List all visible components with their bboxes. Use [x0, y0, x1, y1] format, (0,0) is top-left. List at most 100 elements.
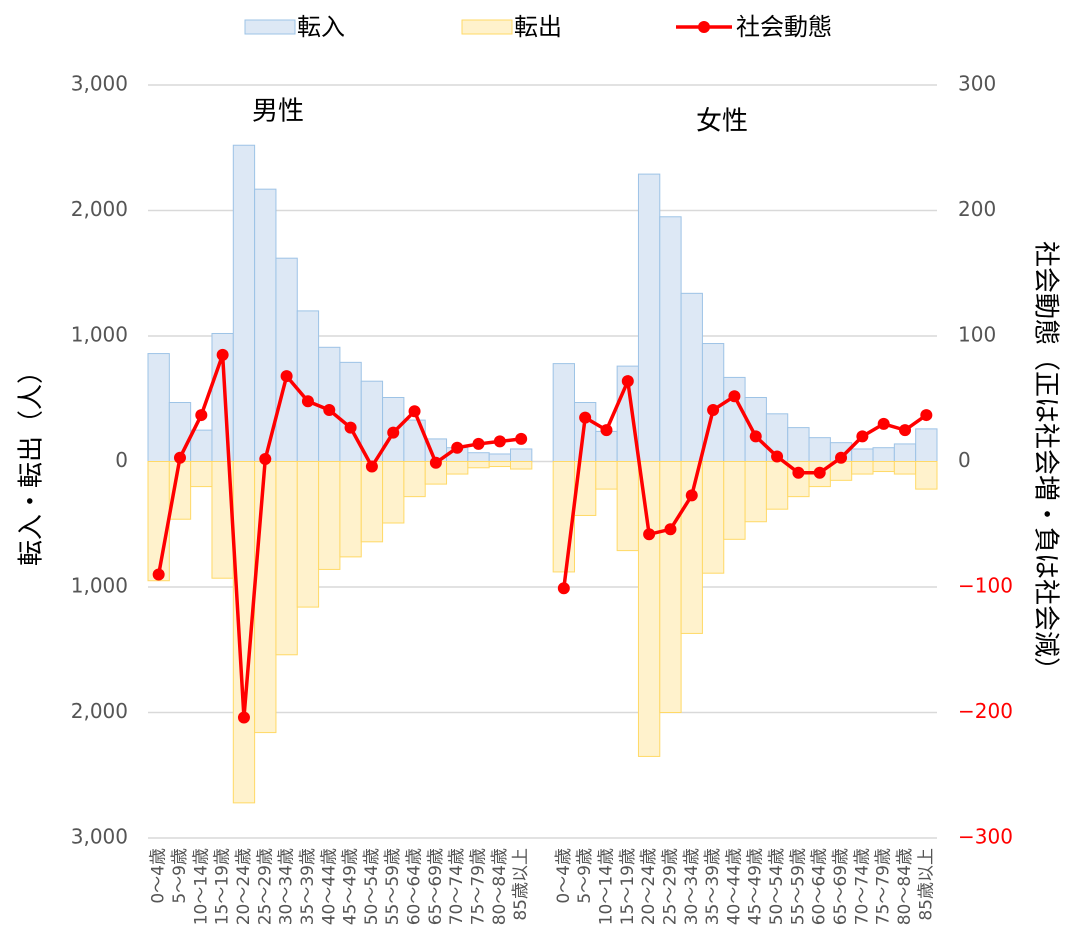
marker [664, 523, 677, 536]
bar [659, 216, 682, 462]
marker [259, 452, 272, 465]
marker [408, 405, 421, 418]
bar [446, 461, 469, 475]
bar [254, 461, 277, 734]
x-tick-label: 20～24歳 [639, 848, 659, 925]
x-tick-label: 50～54歳 [362, 848, 382, 925]
x-tick-label: 65～69歳 [831, 848, 851, 925]
bar [744, 396, 767, 462]
bar [147, 353, 170, 463]
marker [643, 528, 656, 541]
x-tick-label: 40～44歳 [319, 848, 339, 925]
bar [339, 461, 362, 558]
x-tick-label: 25～29歳 [255, 848, 275, 925]
annotation: 男性 [252, 97, 304, 127]
y2-tick-label: 300 [958, 72, 996, 96]
bar [190, 429, 213, 462]
marker [685, 489, 698, 502]
bar [254, 188, 277, 462]
marker [792, 466, 805, 479]
y2-tick-label: 200 [958, 197, 996, 221]
x-tick-label: 55～59歳 [383, 848, 403, 925]
x-tick-label: 85歳以上 [511, 848, 531, 921]
x-tick-label: 45～49歳 [341, 848, 361, 925]
y-tick-label: 2,000 [71, 197, 128, 221]
marker [771, 450, 784, 463]
x-tick-label: 0～4歳 [554, 848, 574, 904]
bar [872, 461, 895, 473]
x-tick-label: 15～19歳 [618, 848, 638, 925]
bar [723, 376, 746, 463]
bar [232, 144, 256, 463]
y-tick-label: 1,000 [71, 574, 128, 598]
bar [318, 461, 341, 570]
legend-swatch [244, 19, 296, 35]
bar [552, 363, 575, 462]
x-tick-label: 85歳以上 [916, 848, 936, 921]
legend-swatch [698, 21, 710, 33]
marker [899, 424, 912, 437]
marker [280, 370, 293, 383]
marker [451, 441, 464, 454]
marker [301, 395, 314, 408]
bar [723, 461, 746, 540]
bar [915, 428, 938, 462]
y2-tick-label: 100 [958, 323, 996, 347]
bar [851, 448, 874, 463]
bar [616, 461, 639, 552]
marker [600, 424, 613, 437]
bar [147, 461, 170, 582]
x-tick-label: 20～24歳 [234, 848, 254, 925]
marker [216, 348, 229, 361]
y-tick-label: 2,000 [71, 699, 128, 723]
bar [382, 461, 405, 524]
bar [488, 453, 512, 463]
bar [467, 461, 490, 469]
bar [765, 461, 789, 510]
x-tick-label: 60～64歳 [810, 848, 830, 925]
marker [856, 430, 869, 443]
marker [813, 466, 826, 479]
bar [915, 461, 938, 490]
marker [472, 437, 485, 450]
bar [637, 461, 661, 757]
legend-label: 転入 [297, 13, 345, 41]
marker [323, 404, 336, 417]
marker [152, 568, 165, 581]
y2-tick-label: −200 [958, 699, 1013, 723]
bar [659, 461, 682, 713]
legend-label: 転出 [514, 13, 562, 41]
x-tick-label: 40～44歳 [724, 848, 744, 925]
bar [339, 361, 362, 463]
marker [493, 435, 506, 448]
x-tick-label: 80～84歳 [490, 848, 510, 925]
x-tick-label: 70～74歳 [852, 848, 872, 925]
bar [275, 461, 298, 656]
bar [893, 443, 917, 462]
marker [365, 460, 378, 473]
marker [515, 432, 528, 445]
marker [579, 411, 592, 424]
x-tick-label: 60～64歳 [405, 848, 425, 925]
legend-label: 社会動態 [736, 13, 832, 41]
bar [872, 447, 895, 463]
bar [275, 257, 298, 462]
bar [893, 461, 917, 475]
marker [707, 404, 720, 417]
marker [920, 409, 933, 422]
x-tick-label: 5～9歳 [170, 848, 190, 904]
x-tick-label: 30～34歳 [277, 848, 297, 925]
x-tick-label: 0～4歳 [149, 848, 169, 904]
marker [728, 390, 741, 403]
x-tick-label: 10～14歳 [596, 848, 616, 925]
marker [557, 582, 570, 595]
bar [190, 461, 213, 488]
y2-axis-label: 社会動態（正は社会増・負は社会減） [1031, 241, 1061, 683]
bar [851, 461, 874, 475]
annotation: 女性 [696, 107, 748, 137]
marker [835, 451, 848, 464]
marker [621, 375, 634, 388]
bar [467, 452, 490, 462]
bar [680, 461, 703, 634]
